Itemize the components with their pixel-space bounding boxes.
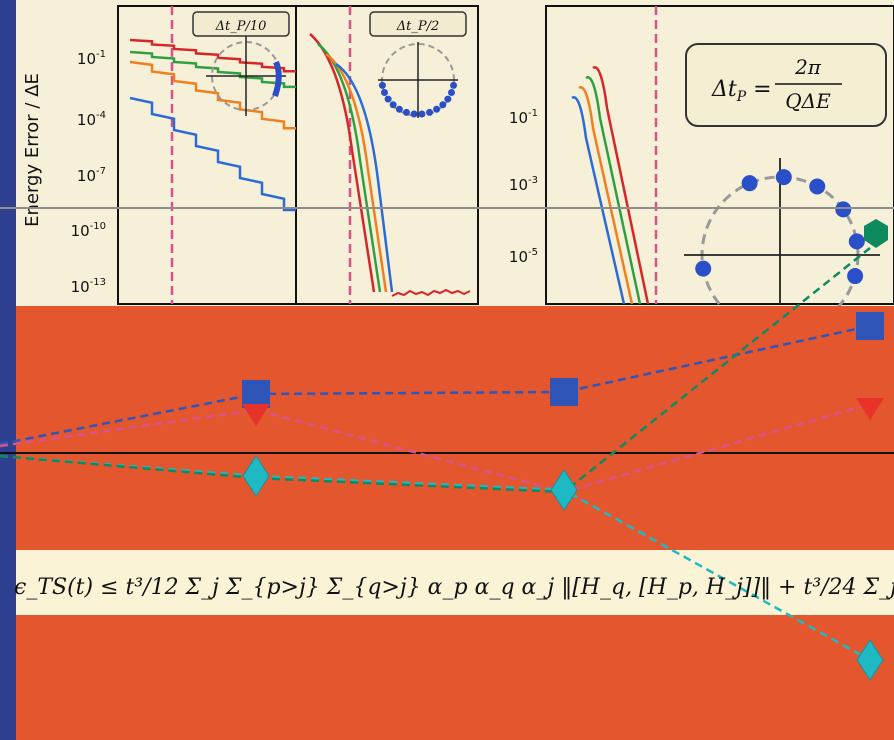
inset-dot [775, 169, 792, 186]
inset-dot [418, 110, 426, 118]
series-line [325, 52, 388, 293]
inset-dot [439, 101, 447, 109]
inset-dot [395, 105, 403, 113]
inset-dot [809, 178, 826, 195]
inset-dot [848, 233, 865, 250]
inset-dot [695, 260, 712, 277]
dashed-series-line [0, 402, 871, 494]
inset-dot [402, 108, 410, 116]
series-line [585, 76, 642, 305]
panel3-series [571, 66, 650, 305]
triangle-marker [242, 404, 270, 426]
series-line [317, 43, 382, 293]
formula-den: QΔE [785, 89, 831, 113]
panel1-frame [117, 5, 297, 305]
markers [242, 312, 884, 681]
series-line [129, 38, 296, 73]
inset-dot [450, 81, 458, 89]
inset-dot [380, 89, 388, 97]
formula-box: ΔtP = 2π QΔE [685, 43, 887, 127]
series-line [129, 96, 296, 212]
dashed-series-line [0, 454, 871, 662]
inset-dot [847, 268, 864, 285]
panel2-tag: Δt_P/2 [369, 11, 467, 37]
hexagon-marker [864, 219, 888, 248]
diamond-marker [242, 455, 270, 497]
square-marker [242, 380, 270, 408]
formula-band [0, 550, 894, 615]
orange-band-bottom [0, 615, 894, 740]
inset-dot [389, 101, 397, 109]
dashed-series-line [0, 247, 871, 494]
inset-dot [433, 105, 441, 113]
inset-dot [835, 201, 852, 218]
series-line [578, 86, 634, 305]
y-axis-label: Energy Error / ΔE [22, 73, 43, 227]
series-line [592, 66, 650, 305]
panel2-tag-text: Δt_P/2 [396, 19, 440, 34]
panel1-tag-text: Δt_P/10 [215, 19, 267, 34]
diamond-marker [550, 469, 578, 511]
panel2-series [309, 33, 471, 297]
formula-num: 2π [794, 55, 822, 79]
error-bound-formula: ϵ_TS(t) ≤ t³/12 Σ_j Σ_{p>j} Σ_{q>j} α_p … [14, 575, 894, 600]
panel1-tag: Δt_P/10 [192, 11, 290, 37]
inset-dot [384, 95, 392, 103]
inset-circle-2 [378, 42, 458, 118]
inset-dot [741, 175, 758, 192]
series-line [309, 33, 376, 293]
diamond-marker [856, 639, 884, 681]
marker-series [0, 247, 871, 662]
noise-floor [391, 288, 471, 297]
top-panels: Energy Error / ΔE 10-1 10-4 10-7 10-10 1… [0, 5, 894, 335]
inset-circle-3 [684, 158, 880, 335]
inset-dot [378, 81, 386, 89]
triangle-marker [856, 398, 884, 420]
inset-dot [444, 95, 452, 103]
inset-dot [410, 110, 418, 118]
square-marker [856, 312, 884, 340]
series-line [335, 62, 394, 293]
series-line [571, 96, 626, 305]
inset-dot [448, 89, 456, 97]
dashed-series-line [0, 324, 871, 446]
inset-circle-1 [206, 36, 286, 116]
square-marker [550, 378, 578, 406]
left-edge-strip-lower [0, 306, 16, 740]
inset-dot [426, 108, 434, 116]
series-line [129, 50, 296, 89]
